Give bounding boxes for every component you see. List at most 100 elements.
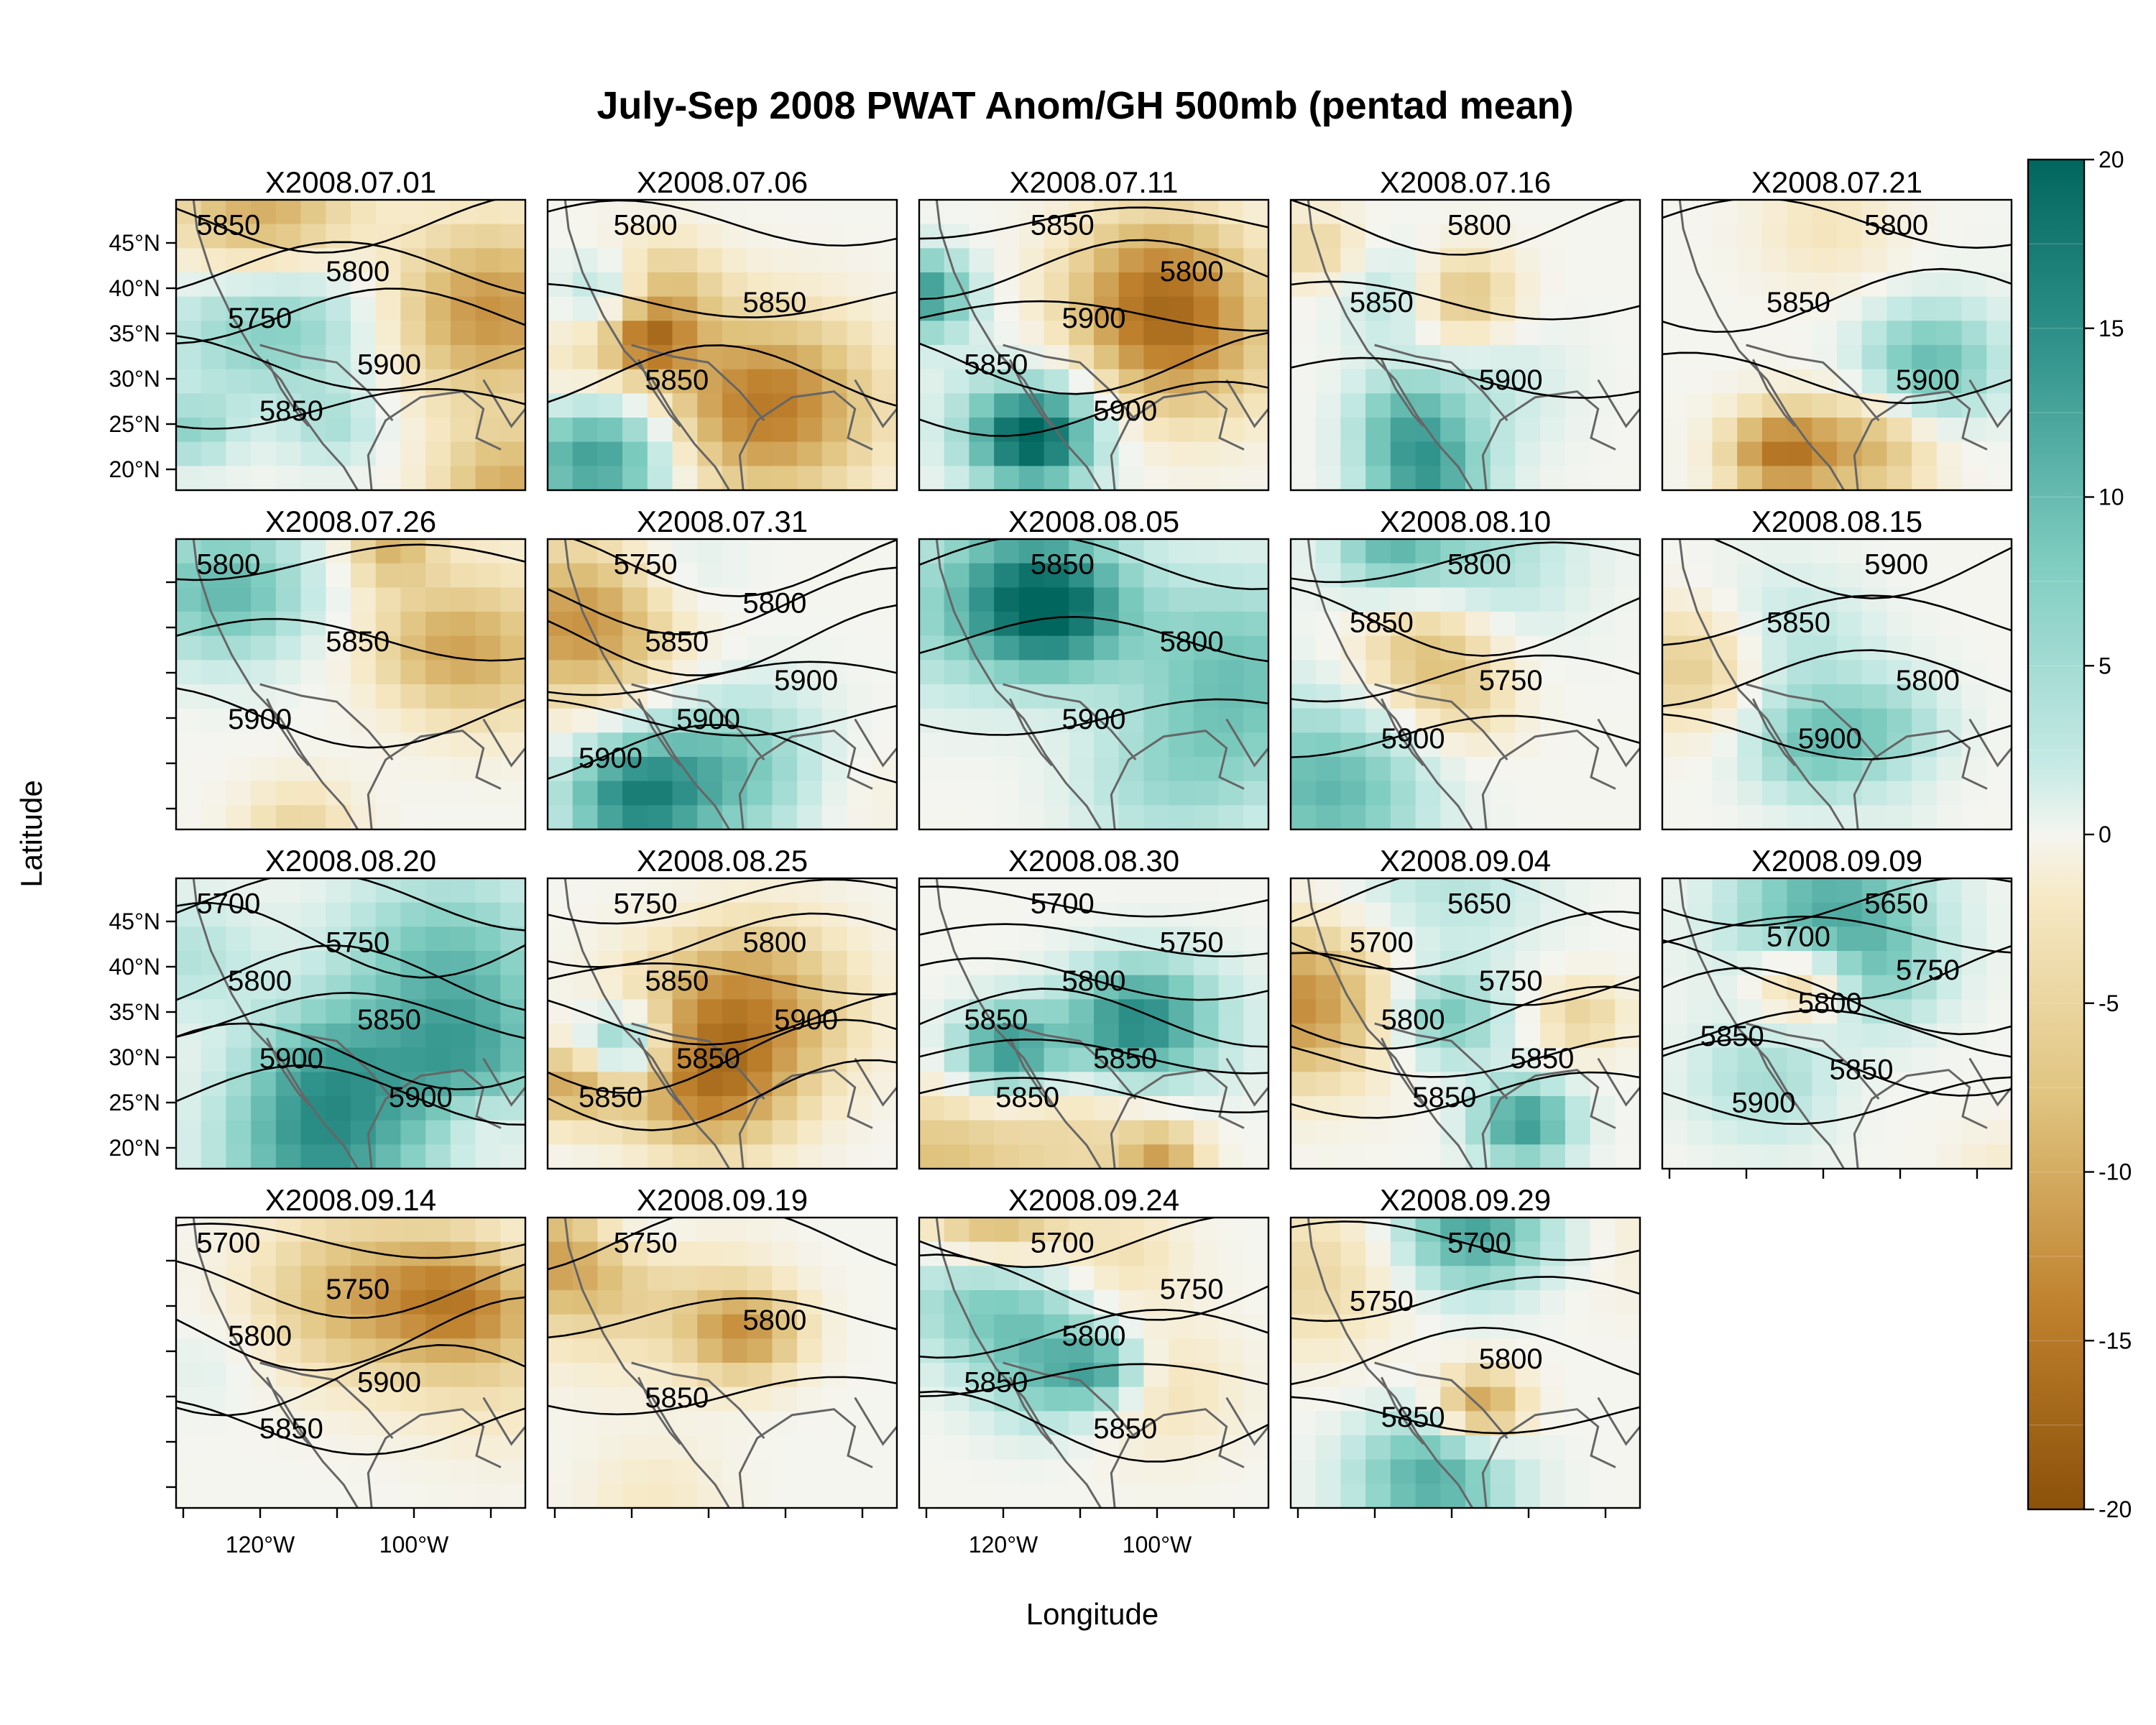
contour-label: 5650 — [1864, 888, 1928, 919]
height-contours — [1291, 878, 1640, 1119]
panel-label: X2008.09.14 — [265, 1183, 436, 1217]
panel-label: X2008.07.26 — [265, 505, 436, 538]
contour-label: 5800 — [1160, 626, 1224, 658]
map-panel: 5700 5750 5800 5850 5850 5850 X2008.08.30 — [918, 844, 1270, 1170]
contour-label: 5750 — [1350, 1285, 1414, 1317]
contour-label: 5850 — [357, 1004, 421, 1036]
height-contours — [919, 886, 1268, 1113]
map-panel: 5650 5700 5750 5800 5850 5850 X2008.09.04 — [1289, 844, 1641, 1170]
panel-label: X2008.09.19 — [637, 1183, 808, 1217]
map-panel: 5800 5850 5900 X2008.07.26 — [166, 505, 527, 831]
map-panel: 5800 5850 5900 X2008.07.16 — [1289, 165, 1641, 492]
contour-label: 5800 — [1447, 548, 1511, 580]
height-contours — [919, 1218, 1268, 1463]
contour-label: 5800 — [228, 1320, 292, 1352]
contour-label: 5750 — [326, 1274, 390, 1305]
x-tick-label: 120°W — [226, 1532, 295, 1558]
contour-label: 5800 — [1062, 1320, 1126, 1352]
map-panel: 5850 5800 5900 5850 5900 X2008.07.11 — [918, 165, 1270, 492]
map-panel: 5750 5800 5850 5900 5850 5850 X2008.08.25 — [546, 844, 898, 1170]
coastline — [935, 1218, 1268, 1508]
height-contours — [1291, 200, 1640, 399]
map-panel: 5900 5850 5800 5900 X2008.08.15 — [1661, 505, 2013, 831]
contour-label: 5900 — [1896, 364, 1960, 396]
contour-label: 5750 — [228, 303, 292, 334]
coastline — [192, 200, 525, 490]
height-contours — [1662, 878, 2012, 1126]
contour-label: 5850 — [1031, 209, 1095, 241]
colorbar-tick-label: -20 — [2099, 1496, 2132, 1522]
height-contours — [919, 206, 1268, 437]
coastline — [563, 539, 897, 829]
contour-label: 5900 — [1798, 723, 1862, 755]
panel-label: X2008.08.25 — [637, 844, 808, 878]
map-panel: 5800 5850 5750 5900 X2008.08.10 — [1289, 505, 1641, 831]
contour-label: 5700 — [1766, 921, 1830, 953]
coastline — [935, 200, 1268, 490]
contour-label: 5850 — [645, 965, 709, 997]
contour-label: 5750 — [1896, 954, 1960, 986]
panel-grid: 58505800575059005850X2008.07.01580058505… — [166, 165, 2013, 1518]
contour-label: 5750 — [1160, 1274, 1224, 1305]
contour-label: 5800 — [1864, 209, 1928, 241]
contour-label: 5700 — [1447, 1227, 1511, 1259]
colorbar-tick-label: 20 — [2099, 147, 2124, 172]
contour-label: 5850 — [1830, 1054, 1894, 1085]
height-contours — [548, 1218, 897, 1416]
coastline — [563, 1218, 897, 1508]
colorbar-tick-label: 15 — [2099, 316, 2124, 341]
y-tick-label: 35°N — [109, 999, 161, 1025]
contour-label: 5750 — [1479, 665, 1543, 696]
contour-label: 5850 — [1093, 1043, 1157, 1075]
height-contours — [1291, 1220, 1640, 1435]
contour-label: 5850 — [1766, 607, 1830, 638]
contour-label: 5900 — [389, 1082, 453, 1113]
contour-label: 5850 — [259, 395, 323, 427]
contour-label: 5850 — [1381, 1402, 1445, 1433]
coastline — [563, 200, 897, 490]
y-tick-label: 40°N — [109, 275, 161, 301]
x-axis-label: Longitude — [1026, 1597, 1159, 1631]
contour-label: 5850 — [1700, 1021, 1764, 1052]
contour-label: 5700 — [1031, 1227, 1095, 1259]
contour-label: 5850 — [676, 1043, 740, 1075]
panel-label: X2008.08.20 — [265, 844, 436, 878]
height-contours — [176, 543, 525, 749]
contour-label: 5900 — [357, 1366, 421, 1398]
contour-label: 5900 — [1864, 548, 1928, 580]
map-panel: 5750 5800 5850 X2008.09.19 — [546, 1183, 898, 1518]
contour-label: 5800 — [1798, 988, 1862, 1019]
contour-label: 5900 — [228, 704, 292, 735]
y-tick-label: 40°N — [109, 954, 161, 980]
contour-label: 5750 — [614, 1227, 678, 1259]
contour-label: 5850 — [1350, 287, 1414, 318]
coastline — [1307, 539, 1640, 829]
coastline — [1307, 878, 1640, 1169]
map-panel: 5800 5850 5850 X2008.07.06 — [546, 165, 898, 492]
chart-title: July-Sep 2008 PWAT Anom/GH 500mb (pentad… — [596, 84, 1573, 127]
height-contours — [548, 539, 897, 784]
panel-label: X2008.07.31 — [637, 505, 808, 538]
contour-label: 5850 — [964, 349, 1028, 380]
contour-label: 5850 — [1093, 1413, 1157, 1445]
y-tick-label: 35°N — [109, 321, 161, 346]
contour-label: 5850 — [259, 1413, 323, 1445]
height-contours — [548, 878, 897, 1131]
contour-label: 5700 — [196, 888, 260, 919]
y-tick-label: 25°N — [109, 1090, 161, 1116]
y-axis-label: Latitude — [14, 780, 48, 887]
contour-label: 5850 — [645, 364, 709, 396]
colorbar-gradient — [2028, 160, 2084, 1509]
axes: 45°N 40°N 35°N 30°N 25°N 20°N 45°N 40°N 35°N 30°N… — [14, 230, 1192, 1631]
colorbar-tick-label: -10 — [2099, 1159, 2132, 1185]
contour-label: 5700 — [196, 1227, 260, 1259]
coastline — [1307, 1218, 1640, 1508]
contour-label: 5800 — [228, 965, 292, 997]
coastline — [1678, 878, 2012, 1169]
contour-label: 5700 — [1031, 888, 1095, 919]
contour-label: 5800 — [1381, 1004, 1445, 1036]
y-tick-label: 25°N — [109, 411, 161, 437]
contour-label: 5900 — [1062, 303, 1126, 334]
panel-label: X2008.07.01 — [265, 165, 436, 199]
